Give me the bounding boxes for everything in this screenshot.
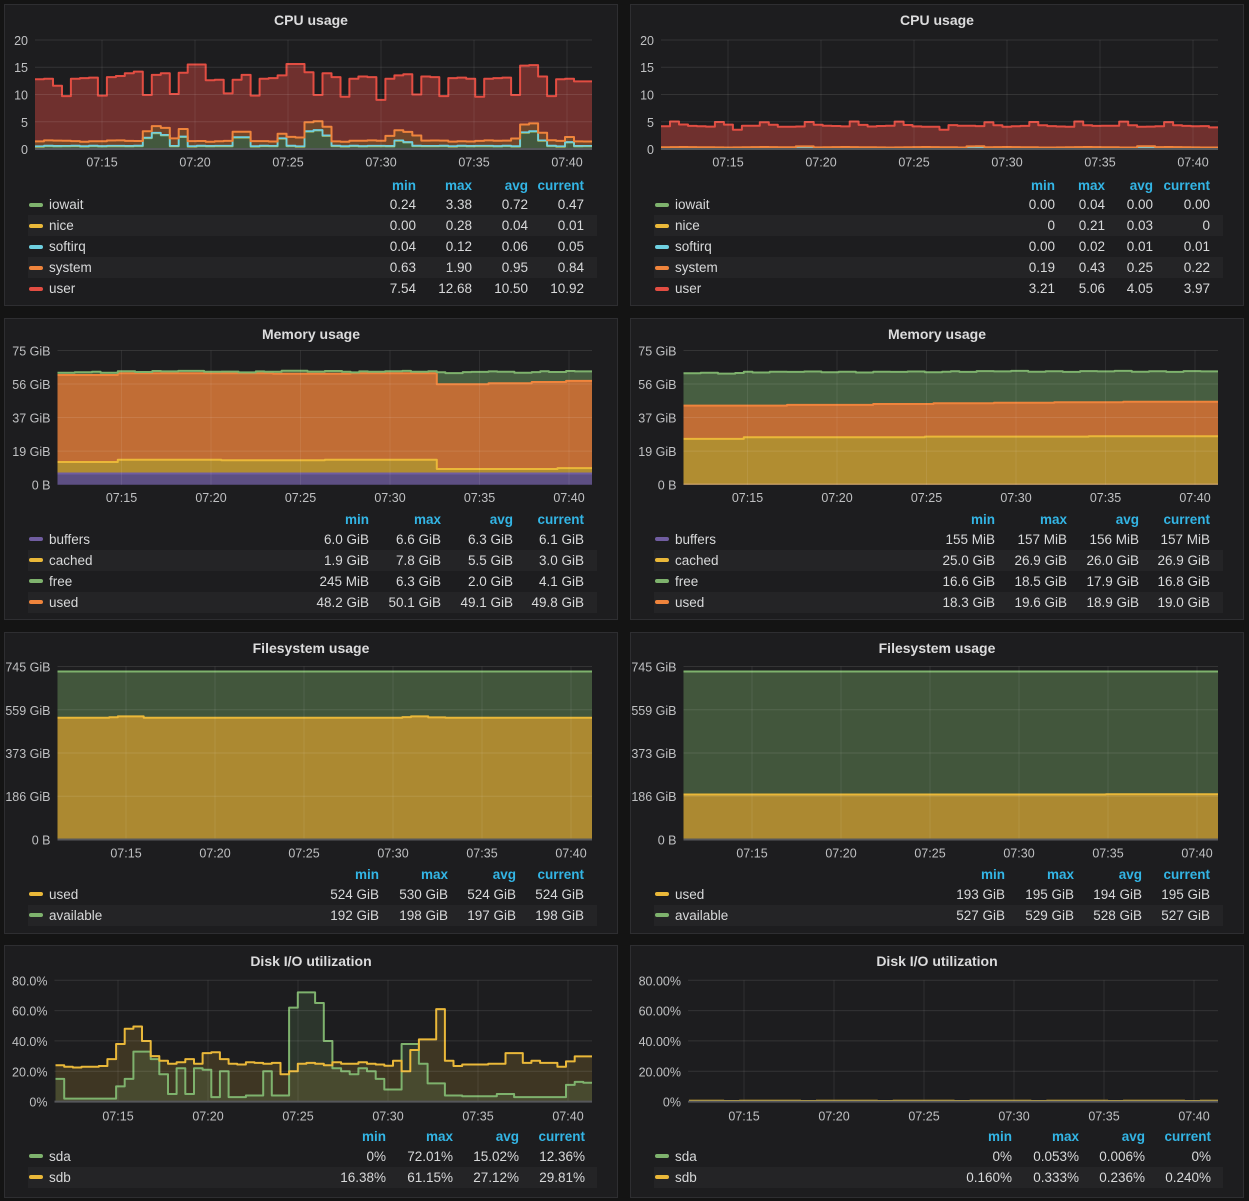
svg-text:20: 20 [14,34,28,48]
svg-text:07:25: 07:25 [272,156,303,170]
svg-text:80.0%: 80.0% [12,974,47,988]
svg-text:07:40: 07:40 [551,156,582,170]
svg-text:07:25: 07:25 [911,491,942,505]
svg-text:07:35: 07:35 [1092,847,1123,861]
svg-text:56 GiB: 56 GiB [638,378,676,392]
svg-text:07:40: 07:40 [1181,847,1212,861]
svg-text:07:20: 07:20 [179,156,210,170]
svg-text:373 GiB: 373 GiB [5,747,50,761]
svg-text:07:30: 07:30 [377,847,408,861]
svg-text:0: 0 [647,143,654,157]
svg-text:07:20: 07:20 [192,1110,223,1124]
svg-text:07:40: 07:40 [555,847,586,861]
svg-text:07:25: 07:25 [898,156,929,170]
svg-text:75 GiB: 75 GiB [12,345,50,359]
svg-text:0%: 0% [29,1096,47,1110]
svg-text:37 GiB: 37 GiB [638,412,676,426]
svg-text:07:20: 07:20 [821,491,852,505]
svg-text:0 B: 0 B [32,834,51,848]
svg-text:07:30: 07:30 [374,491,405,505]
svg-text:80.00%: 80.00% [639,974,681,988]
svg-text:07:15: 07:15 [712,156,743,170]
svg-text:07:25: 07:25 [282,1110,313,1124]
svg-text:40.00%: 40.00% [639,1035,681,1049]
svg-text:07:35: 07:35 [466,847,497,861]
svg-text:07:20: 07:20 [199,847,230,861]
svg-text:07:35: 07:35 [458,156,489,170]
svg-text:07:15: 07:15 [732,491,763,505]
svg-text:07:15: 07:15 [86,156,117,170]
svg-text:07:35: 07:35 [1084,156,1115,170]
svg-text:07:15: 07:15 [110,847,141,861]
svg-text:5: 5 [647,116,654,130]
svg-text:07:40: 07:40 [1177,156,1208,170]
svg-text:60.00%: 60.00% [639,1005,681,1019]
svg-text:07:25: 07:25 [914,847,945,861]
svg-text:0%: 0% [663,1096,681,1110]
svg-text:07:40: 07:40 [1178,1110,1209,1124]
svg-text:20.0%: 20.0% [12,1065,47,1079]
svg-text:07:20: 07:20 [805,156,836,170]
svg-text:07:15: 07:15 [102,1110,133,1124]
svg-text:10: 10 [640,89,654,103]
svg-text:56 GiB: 56 GiB [12,378,50,392]
svg-text:40.0%: 40.0% [12,1035,47,1049]
svg-text:07:40: 07:40 [1179,491,1210,505]
svg-text:0: 0 [21,143,28,157]
svg-text:20.00%: 20.00% [639,1065,681,1079]
svg-text:07:25: 07:25 [288,847,319,861]
svg-text:07:30: 07:30 [365,156,396,170]
svg-text:15: 15 [14,61,28,75]
svg-text:07:35: 07:35 [464,491,495,505]
svg-text:07:30: 07:30 [1000,491,1031,505]
svg-text:07:40: 07:40 [552,1110,583,1124]
svg-text:745 GiB: 745 GiB [5,661,50,675]
svg-text:07:35: 07:35 [1090,491,1121,505]
svg-text:0 B: 0 B [32,479,51,493]
svg-text:19 GiB: 19 GiB [638,445,676,459]
svg-text:559 GiB: 559 GiB [631,704,676,718]
svg-text:07:30: 07:30 [991,156,1022,170]
svg-text:07:20: 07:20 [818,1110,849,1124]
svg-text:07:15: 07:15 [728,1110,759,1124]
svg-text:186 GiB: 186 GiB [5,790,50,804]
svg-text:0 B: 0 B [658,479,677,493]
svg-text:15: 15 [640,61,654,75]
svg-text:19 GiB: 19 GiB [12,445,50,459]
svg-text:75 GiB: 75 GiB [638,345,676,359]
svg-text:07:40: 07:40 [553,491,584,505]
svg-text:07:25: 07:25 [908,1110,939,1124]
svg-text:07:30: 07:30 [372,1110,403,1124]
svg-text:07:15: 07:15 [106,491,137,505]
svg-text:07:35: 07:35 [462,1110,493,1124]
svg-text:20: 20 [640,34,654,48]
svg-text:07:30: 07:30 [1003,847,1034,861]
svg-text:373 GiB: 373 GiB [631,747,676,761]
svg-text:60.0%: 60.0% [12,1005,47,1019]
svg-text:559 GiB: 559 GiB [5,704,50,718]
svg-text:07:20: 07:20 [825,847,856,861]
svg-text:07:20: 07:20 [195,491,226,505]
svg-text:745 GiB: 745 GiB [631,661,676,675]
svg-text:07:15: 07:15 [736,847,767,861]
svg-text:10: 10 [14,89,28,103]
svg-text:37 GiB: 37 GiB [12,412,50,426]
svg-text:5: 5 [21,116,28,130]
svg-text:07:35: 07:35 [1088,1110,1119,1124]
svg-text:0 B: 0 B [658,834,677,848]
svg-text:07:25: 07:25 [285,491,316,505]
svg-text:186 GiB: 186 GiB [631,790,676,804]
svg-text:07:30: 07:30 [998,1110,1029,1124]
